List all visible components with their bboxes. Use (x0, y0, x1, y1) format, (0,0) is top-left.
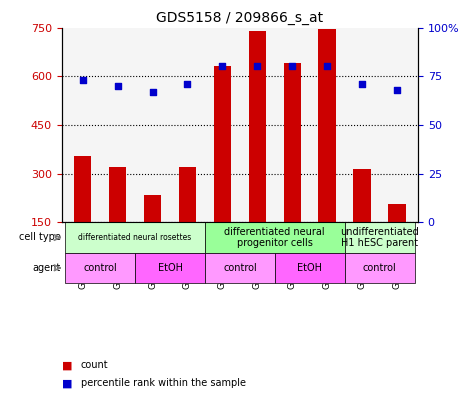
FancyBboxPatch shape (345, 222, 415, 253)
Text: ■: ■ (62, 360, 72, 371)
FancyBboxPatch shape (345, 253, 415, 283)
Text: control: control (363, 263, 397, 273)
Bar (109, 167, 126, 222)
FancyBboxPatch shape (205, 222, 345, 253)
Bar (74, 156, 91, 222)
FancyBboxPatch shape (205, 253, 275, 283)
Point (79, 77, 86, 83)
FancyBboxPatch shape (135, 253, 205, 283)
Text: differentiated neural
progenitor cells: differentiated neural progenitor cells (225, 227, 325, 248)
Point (323, 63, 331, 70)
Point (254, 63, 261, 70)
Bar (318, 29, 336, 222)
Title: GDS5158 / 209866_s_at: GDS5158 / 209866_s_at (156, 11, 323, 25)
Point (184, 81, 191, 87)
Text: EtOH: EtOH (158, 263, 182, 273)
Text: cell type: cell type (19, 233, 61, 242)
Text: undifferentiated
H1 hESC parent: undifferentiated H1 hESC parent (340, 227, 419, 248)
Bar (284, 63, 301, 222)
Bar (248, 31, 266, 222)
Text: agent: agent (33, 263, 61, 273)
Bar (144, 195, 162, 222)
Point (393, 87, 401, 93)
Text: EtOH: EtOH (297, 263, 322, 273)
Bar (353, 169, 371, 222)
Text: control: control (83, 263, 117, 273)
FancyBboxPatch shape (275, 253, 345, 283)
Bar (179, 167, 196, 222)
Bar (389, 204, 406, 222)
Point (114, 83, 122, 89)
Point (288, 63, 296, 70)
Text: ■: ■ (62, 378, 72, 388)
Text: control: control (223, 263, 257, 273)
FancyBboxPatch shape (65, 253, 135, 283)
Text: differentiated neural rosettes: differentiated neural rosettes (78, 233, 192, 242)
FancyBboxPatch shape (65, 222, 205, 253)
Text: percentile rank within the sample: percentile rank within the sample (81, 378, 246, 388)
Bar (214, 66, 231, 222)
Point (358, 81, 366, 87)
Text: count: count (81, 360, 108, 371)
Point (149, 89, 156, 95)
Point (218, 63, 226, 70)
